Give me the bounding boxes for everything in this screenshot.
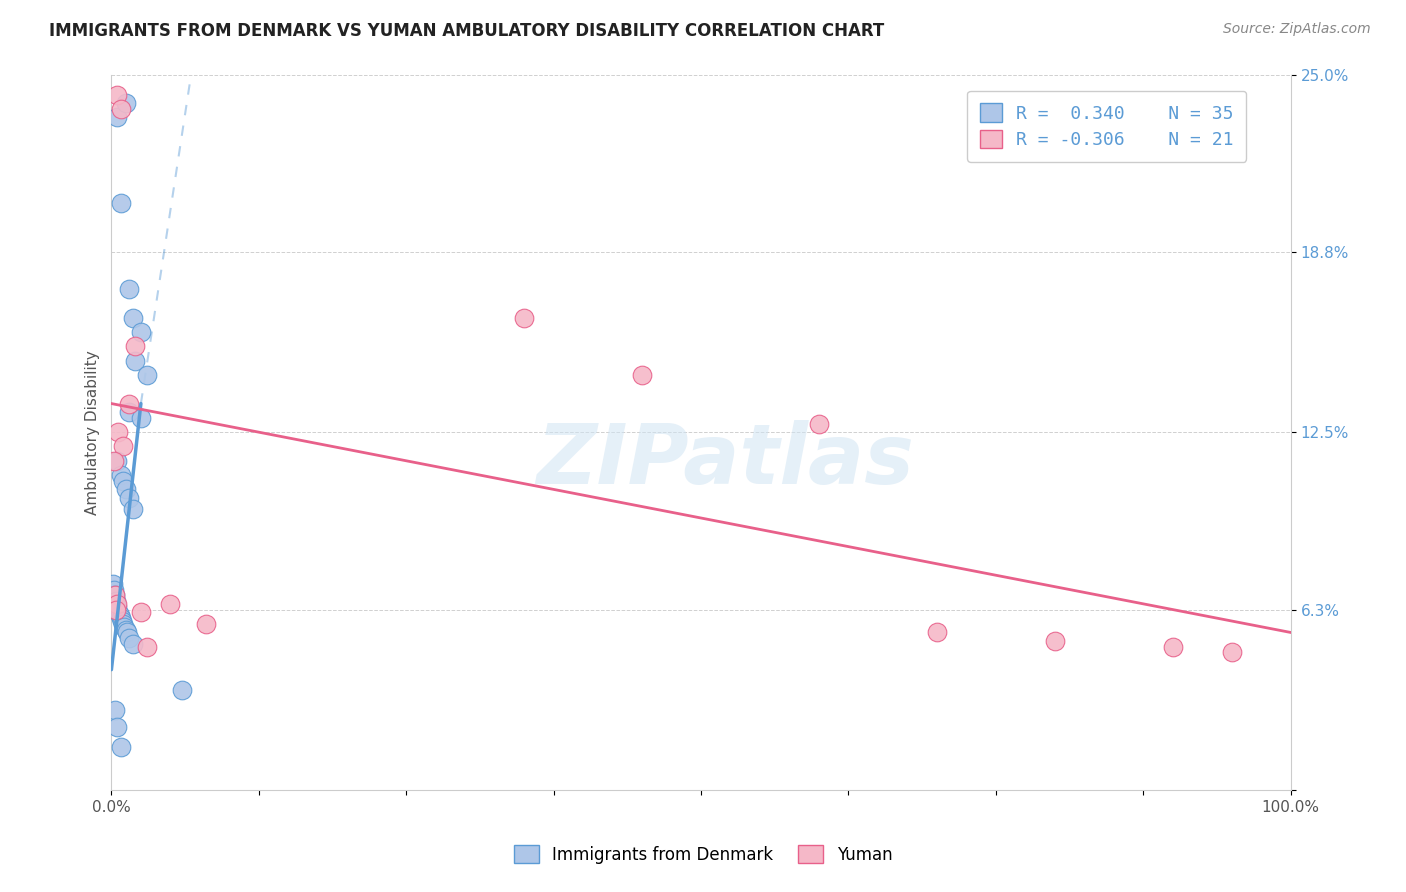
Point <box>110 611 132 625</box>
Point <box>129 606 152 620</box>
Point <box>110 468 132 483</box>
Point <box>111 614 134 628</box>
Point <box>135 368 157 382</box>
Point <box>121 502 143 516</box>
Point <box>631 368 654 382</box>
Point <box>104 703 127 717</box>
Point <box>105 602 128 616</box>
Point <box>104 588 127 602</box>
Point <box>194 616 217 631</box>
Point <box>107 425 129 440</box>
Point <box>112 474 135 488</box>
Point <box>105 87 128 102</box>
Point <box>112 440 135 454</box>
Legend: Immigrants from Denmark, Yuman: Immigrants from Denmark, Yuman <box>508 838 898 871</box>
Point <box>121 310 143 325</box>
Point <box>105 594 128 608</box>
Point <box>105 599 128 614</box>
Point <box>110 196 132 211</box>
Point <box>114 483 136 497</box>
Point <box>114 623 136 637</box>
Point <box>124 353 146 368</box>
Point <box>115 625 138 640</box>
Point <box>1161 640 1184 654</box>
Text: Source: ZipAtlas.com: Source: ZipAtlas.com <box>1223 22 1371 37</box>
Point <box>118 491 141 505</box>
Point <box>110 739 132 754</box>
Point <box>104 588 127 602</box>
Point <box>118 396 141 410</box>
Point <box>808 417 831 431</box>
Point <box>118 282 141 296</box>
Point <box>925 625 948 640</box>
Point <box>135 640 157 654</box>
Point <box>1043 634 1066 648</box>
Point <box>118 405 141 419</box>
Text: ZIPatlas: ZIPatlas <box>536 420 914 501</box>
Point <box>108 608 131 623</box>
Point <box>105 720 128 734</box>
Point <box>107 606 129 620</box>
Point <box>112 620 135 634</box>
Point <box>103 454 125 468</box>
Point <box>105 111 128 125</box>
Point <box>513 310 536 325</box>
Point <box>105 597 128 611</box>
Point <box>112 616 135 631</box>
Point <box>129 410 152 425</box>
Point <box>121 637 143 651</box>
Point <box>101 577 124 591</box>
Point <box>1220 645 1243 659</box>
Point <box>110 102 132 116</box>
Point <box>172 682 194 697</box>
Y-axis label: Ambulatory Disability: Ambulatory Disability <box>86 350 100 515</box>
Point <box>124 339 146 353</box>
Point <box>105 454 128 468</box>
Point <box>103 582 125 597</box>
Point <box>129 325 152 339</box>
Text: IMMIGRANTS FROM DENMARK VS YUMAN AMBULATORY DISABILITY CORRELATION CHART: IMMIGRANTS FROM DENMARK VS YUMAN AMBULAT… <box>49 22 884 40</box>
Point <box>114 96 136 111</box>
Point <box>159 597 181 611</box>
Legend: R =  0.340    N = 35, R = -0.306    N = 21: R = 0.340 N = 35, R = -0.306 N = 21 <box>967 91 1246 161</box>
Point <box>118 631 141 645</box>
